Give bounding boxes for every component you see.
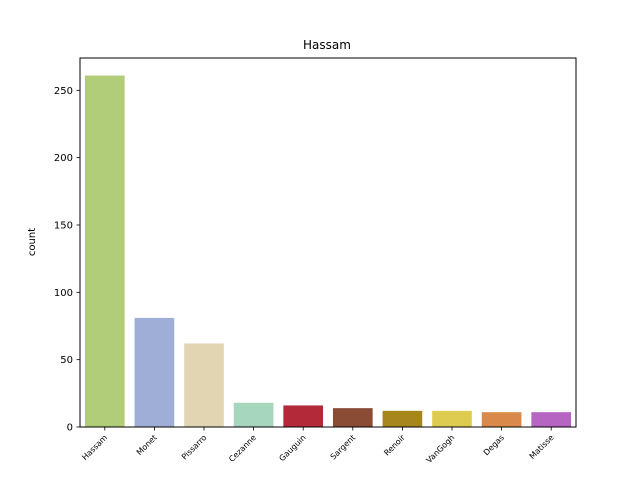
- x-tick-label-pissarro: Pissarro: [180, 433, 209, 462]
- x-tick-label-sargent: Sargent: [329, 433, 358, 462]
- bar-matisse: [531, 412, 572, 427]
- x-tick-label-cezanne: Cezanne: [227, 433, 258, 464]
- y-tick-label: 150: [54, 220, 73, 231]
- bar-sargent: [332, 408, 373, 427]
- x-tick-label-degas: Degas: [482, 433, 506, 457]
- x-tick-label-renoir: Renoir: [382, 433, 407, 458]
- x-tick-label-monet: Monet: [135, 433, 159, 457]
- bar-monet: [134, 317, 175, 427]
- bar-hassam: [84, 75, 125, 427]
- y-tick-label: 0: [67, 423, 73, 434]
- bar-renoir: [382, 410, 423, 427]
- bar-cezanne: [233, 402, 274, 427]
- x-tick-label-hassam: Hassam: [80, 433, 109, 462]
- y-axis: 0 50 100 150 200 250: [54, 86, 80, 434]
- y-tick-label: 200: [54, 153, 73, 164]
- plot-frame: [79, 57, 577, 428]
- x-axis: Hassam Monet Pissarro Cezanne Gauguin Sargent…: [80, 427, 556, 465]
- x-tick-label-vangogh: VanGogh: [425, 433, 457, 465]
- x-tick-label-matisse: Matisse: [528, 433, 556, 461]
- bar-pissarro: [184, 343, 224, 427]
- x-tick-label-gauguin: Gauguin: [277, 433, 307, 463]
- bar-degas: [481, 412, 522, 427]
- chart-title: Hassam: [303, 38, 351, 52]
- y-tick-label: 50: [60, 355, 73, 366]
- y-tick-label: 100: [54, 288, 73, 299]
- bars-group: [84, 75, 572, 427]
- bar-vangogh: [432, 410, 472, 427]
- y-tick-label: 250: [54, 86, 73, 97]
- bar-gauguin: [283, 405, 324, 427]
- y-axis-title: count: [27, 228, 38, 256]
